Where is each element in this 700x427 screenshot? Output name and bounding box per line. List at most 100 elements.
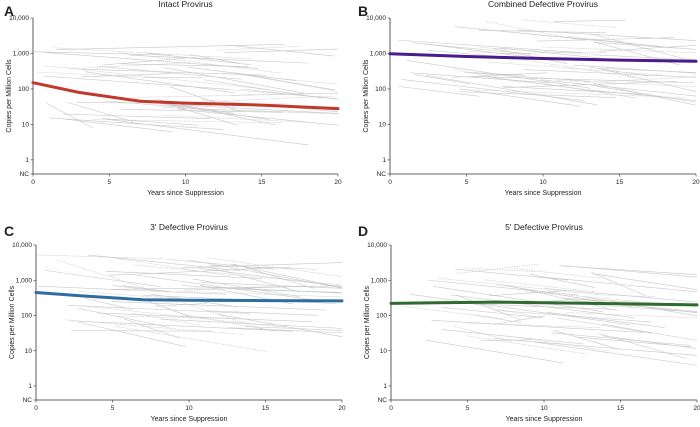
individual-line bbox=[105, 270, 263, 279]
individual-line bbox=[591, 272, 647, 297]
y-axis-title: Copies per Million Cells bbox=[363, 59, 370, 133]
individual-line bbox=[139, 297, 193, 318]
panel-c: C 3' Defective Provirus 0 5 10 15 20 NC 1 10 100 1,… bbox=[4, 222, 346, 423]
individual-line bbox=[455, 294, 522, 321]
individual-line bbox=[38, 285, 227, 295]
individual-line bbox=[441, 329, 585, 345]
y-axis-title: Copies per Million Cells bbox=[6, 59, 13, 133]
individual-line bbox=[553, 330, 620, 350]
y-tick-label: 1 bbox=[25, 157, 29, 164]
individual-line bbox=[468, 51, 541, 56]
individual-line bbox=[91, 119, 283, 124]
x-tick-label: 10 bbox=[182, 179, 190, 186]
panel-b: B Combined Defective Provirus 0 5 10 15 20 NC 1 1… bbox=[358, 0, 700, 197]
individual-line bbox=[66, 305, 250, 314]
individual-line bbox=[181, 262, 343, 269]
individual-line bbox=[470, 76, 694, 83]
panel-title: Combined Defective Provirus bbox=[488, 0, 598, 9]
individual-line bbox=[517, 29, 697, 41]
individual-line bbox=[114, 325, 268, 352]
individual-line bbox=[56, 44, 285, 50]
individual-line bbox=[206, 266, 300, 293]
x-tick-label: 0 bbox=[389, 405, 393, 412]
individual-line bbox=[64, 118, 173, 133]
individual-line bbox=[427, 50, 501, 57]
individual-line bbox=[217, 45, 302, 51]
individual-line bbox=[241, 88, 339, 100]
individual-line bbox=[397, 39, 583, 53]
individual-line bbox=[111, 301, 326, 311]
individual-line bbox=[170, 86, 242, 112]
x-tick-label: 15 bbox=[617, 405, 625, 412]
individual-line bbox=[573, 64, 697, 74]
x-tick-label: 20 bbox=[338, 405, 346, 412]
individual-line bbox=[102, 56, 197, 66]
panel-d: D 5' Defective Provirus 0 5 10 15 20 NC 1 10 100 1,… bbox=[358, 222, 700, 423]
x-tick-label: 15 bbox=[262, 405, 270, 412]
individual-line bbox=[207, 257, 343, 277]
individual-line bbox=[602, 323, 698, 341]
individual-trajectories bbox=[36, 254, 343, 352]
individual-line bbox=[63, 113, 211, 120]
individual-line bbox=[529, 273, 596, 288]
mean-trend-line bbox=[31, 81, 340, 111]
panel-title: 3' Defective Provirus bbox=[150, 222, 228, 232]
individual-line bbox=[187, 66, 296, 81]
individual-line bbox=[225, 48, 339, 53]
individual-line bbox=[524, 291, 698, 307]
individual-line bbox=[598, 68, 697, 93]
x-axis-title: Years since Suppression bbox=[151, 416, 228, 423]
individual-line bbox=[485, 279, 595, 292]
individual-line bbox=[523, 69, 697, 78]
individual-line bbox=[134, 264, 343, 286]
individual-line bbox=[227, 327, 343, 334]
individual-line bbox=[476, 89, 687, 98]
individual-line bbox=[162, 67, 305, 94]
individual-line bbox=[234, 72, 339, 92]
individual-line bbox=[464, 267, 536, 272]
individual-line bbox=[459, 88, 581, 107]
individual-line bbox=[44, 269, 161, 288]
individual-line bbox=[100, 255, 232, 277]
individual-line bbox=[596, 86, 697, 103]
y-tick-label: NC bbox=[377, 171, 387, 178]
individual-line bbox=[514, 336, 610, 352]
individual-line bbox=[514, 268, 601, 279]
y-tick-label: 10 bbox=[379, 122, 387, 129]
mean-trend-line bbox=[34, 291, 344, 303]
individual-line bbox=[36, 254, 164, 260]
y-tick-label: 10,000 bbox=[12, 242, 32, 249]
individual-line bbox=[166, 258, 274, 270]
individual-line bbox=[537, 37, 675, 42]
individual-line bbox=[595, 54, 697, 60]
individual-line bbox=[230, 263, 343, 288]
individual-line bbox=[415, 74, 471, 85]
x-tick-label: 5 bbox=[107, 179, 111, 186]
individual-line bbox=[453, 68, 521, 83]
panel-letter: C bbox=[4, 223, 14, 239]
individual-line bbox=[56, 259, 152, 291]
individual-line bbox=[203, 79, 322, 99]
individual-line bbox=[431, 320, 644, 333]
individual-line bbox=[219, 314, 343, 337]
x-tick-label: 5 bbox=[466, 405, 470, 412]
individual-line bbox=[68, 62, 191, 69]
individual-line bbox=[588, 303, 698, 313]
individual-line bbox=[101, 118, 199, 126]
individual-line bbox=[206, 310, 318, 316]
individual-line bbox=[185, 104, 339, 114]
individual-line bbox=[507, 285, 614, 311]
individual-line bbox=[533, 341, 698, 366]
individual-line bbox=[192, 278, 301, 298]
individual-line bbox=[66, 101, 134, 122]
individual-line bbox=[425, 339, 564, 364]
panel-letter: D bbox=[358, 223, 368, 239]
individual-line bbox=[598, 45, 697, 52]
individual-line bbox=[84, 71, 235, 93]
individual-line bbox=[584, 76, 697, 83]
x-tick-label: 0 bbox=[34, 405, 38, 412]
individual-line bbox=[593, 41, 697, 50]
individual-line bbox=[77, 321, 186, 347]
individual-line bbox=[124, 318, 181, 339]
